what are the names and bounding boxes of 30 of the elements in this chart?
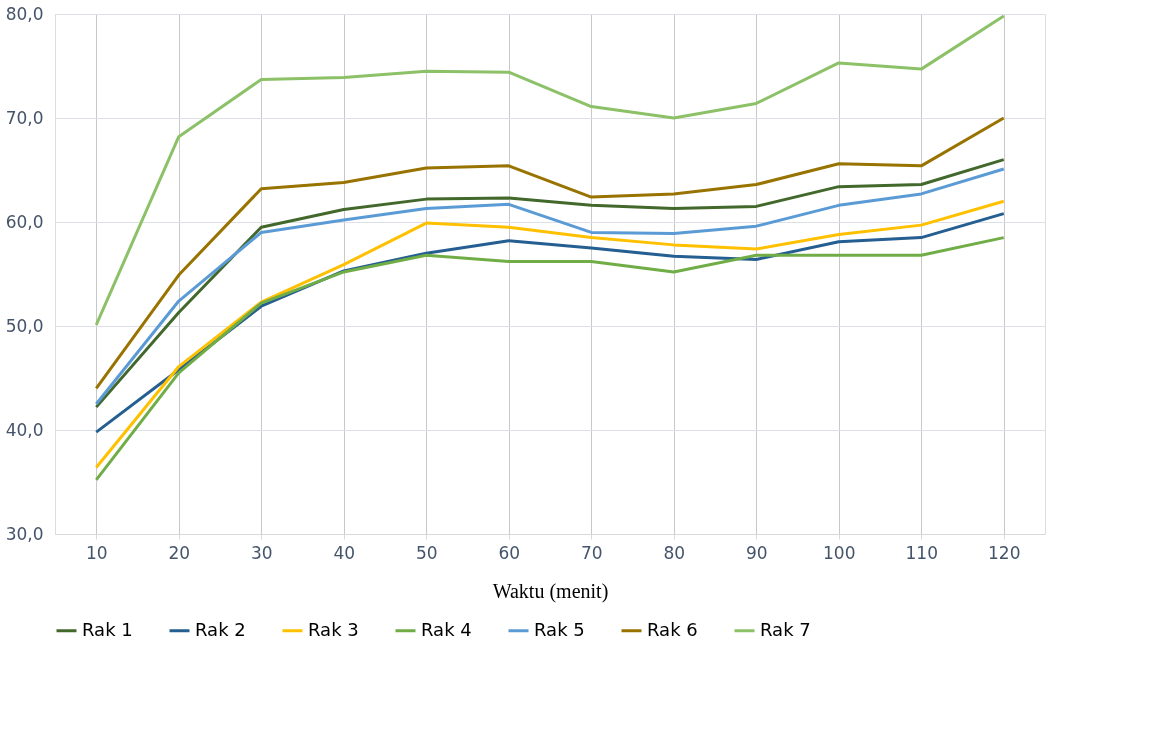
legend-label: Rak 6	[647, 618, 698, 640]
y-tick-label: 70,0	[5, 107, 44, 128]
x-tick-label: 80	[663, 542, 686, 563]
legend-label: Rak 7	[760, 618, 811, 640]
line-series	[94, 116, 1006, 390]
x-tick-label: 30	[250, 542, 273, 563]
x-tick-label: 90	[745, 542, 768, 563]
x-axis-title: Waktu (menit)	[492, 579, 609, 603]
line-series	[94, 199, 1006, 469]
legend-label: Rak 2	[195, 618, 246, 640]
line-series	[94, 14, 1006, 327]
x-tick-label: 20	[168, 542, 191, 563]
x-tick-label: 10	[85, 542, 108, 563]
legend-label: Rak 3	[308, 618, 359, 640]
x-tick-label: 100	[823, 542, 856, 563]
x-tick-label: 120	[988, 542, 1021, 563]
legend-label: Rak 4	[421, 618, 472, 640]
legend-label: Rak 5	[534, 618, 585, 640]
x-tick-label: 60	[498, 542, 521, 563]
x-tick-label: 40	[333, 542, 356, 563]
legend-label: Rak 1	[82, 618, 133, 640]
y-tick-label: 50,0	[5, 315, 44, 336]
x-tick-label: 50	[415, 542, 438, 563]
y-tick-label: 80,0	[5, 3, 44, 24]
y-tick-label: 60,0	[5, 211, 44, 232]
y-tick-label: 40,0	[5, 419, 44, 440]
y-tick-label: 30,0	[5, 523, 44, 544]
x-tick-label: 70	[580, 542, 603, 563]
line-series	[94, 236, 1006, 482]
x-tick-label: 110	[905, 542, 938, 563]
